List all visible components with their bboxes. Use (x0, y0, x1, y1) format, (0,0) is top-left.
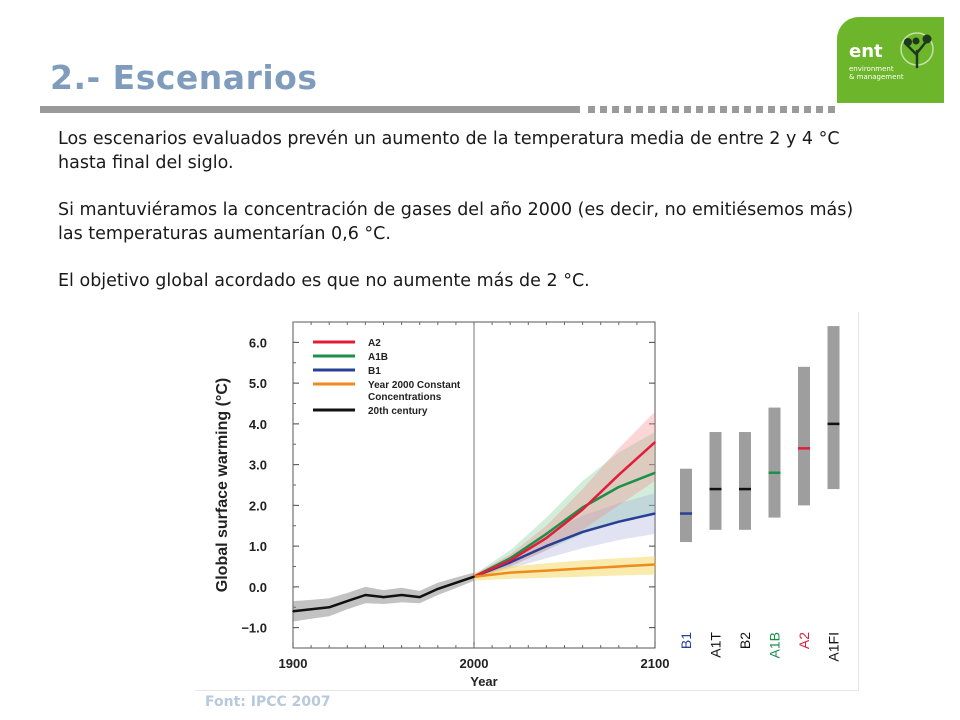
data-point (509, 571, 512, 574)
paragraph-constant-concentration: Si mantuviéramos la concentración de gas… (58, 200, 854, 244)
range-bar-label: A1FI (826, 632, 842, 662)
data-point (581, 531, 584, 533)
legend-label: B1 (368, 366, 381, 377)
y-tick-label: 4.0 (249, 417, 267, 432)
range-bar-label: A2 (796, 632, 812, 649)
data-point (437, 588, 439, 590)
logo-name: ent (849, 41, 883, 62)
data-point (618, 520, 620, 523)
legend-label: Year 2000 Constant (368, 380, 461, 391)
y-tick-label: −1.0 (241, 621, 267, 636)
data-point (654, 512, 656, 515)
legend-label: A2 (368, 338, 381, 349)
legend-label-continued: Concentrations (368, 392, 442, 403)
data-point (618, 486, 620, 488)
data-point (473, 575, 475, 578)
slide-title: 2.- Escenarios (50, 58, 318, 97)
y-tick-label: 6.0 (249, 335, 267, 350)
range-bar-a1t (709, 432, 722, 530)
range-bar-a1fi (827, 326, 840, 490)
data-point (418, 596, 421, 598)
data-point (545, 537, 548, 539)
series-line-b1 (473, 512, 656, 578)
data-point (545, 533, 548, 535)
data-point (509, 561, 512, 564)
title-underline (40, 106, 580, 113)
data-point (364, 594, 367, 596)
paragraph-scenarios: Los escenarios evaluados prevén un aumen… (58, 129, 840, 173)
warming-projection-chart: −1.0 0.0 1.0 2.0 3.0 4.0 5.0 6.0 1900 2000 2100 Yea… (214, 321, 842, 689)
y-tick-label: 2.0 (249, 498, 267, 513)
range-bar-label: B2 (737, 632, 753, 649)
data-point (400, 594, 403, 596)
legend-label: 20th century (368, 406, 428, 417)
range-bar-a1b (768, 407, 781, 518)
data-point (545, 569, 548, 572)
data-point (382, 596, 385, 598)
y-tick-label: 1.0 (249, 539, 267, 554)
range-bar-a2 (798, 366, 810, 506)
data-point (618, 565, 620, 568)
data-point (346, 600, 349, 602)
range-bar-label: A1B (767, 632, 783, 658)
data-point (581, 567, 584, 570)
data-point (545, 545, 548, 547)
company-logo: ent environment & management (837, 17, 944, 103)
title-dotted-underline (588, 106, 838, 113)
x-tick-label: 2100 (641, 656, 670, 671)
y-axis-label: Global surface warming (°C) (214, 378, 231, 592)
logo-tagline-line2: & management (849, 73, 904, 81)
x-axis-label: Year (470, 674, 497, 689)
y-tick-label: 3.0 (249, 458, 267, 473)
series-line-year-2000-constant (473, 563, 656, 578)
series-line-a2 (473, 441, 656, 578)
data-point (581, 508, 584, 511)
logo-tagline-line1: environment (849, 65, 894, 73)
range-bar-label: A1T (708, 632, 724, 658)
x-tick-label: 2000 (460, 656, 489, 671)
data-point (328, 606, 330, 609)
data-point (654, 471, 656, 474)
data-point (455, 582, 457, 584)
x-tick-label: 1900 (279, 656, 308, 671)
logo-tagline: environment & management (849, 65, 904, 81)
range-bar-b1 (680, 468, 692, 543)
y-tick-label: 0.0 (249, 580, 267, 595)
y-tick-label: 5.0 (249, 376, 267, 391)
data-point (292, 610, 294, 613)
tree-icon (900, 32, 934, 69)
figure-source: Font: IPCC 2007 (205, 694, 331, 710)
uncertainty-band-a1b (474, 432, 655, 579)
series-line-a1b (473, 471, 656, 578)
data-point (654, 563, 656, 566)
data-point (654, 441, 656, 444)
range-bar-label: B1 (678, 632, 694, 649)
range-bar-b2 (739, 432, 751, 530)
uncertainty-band-a2 (474, 411, 655, 579)
paragraph-global-target: El objetivo global acordado es que no au… (58, 271, 590, 291)
data-point (310, 608, 312, 611)
data-point (618, 474, 620, 476)
data-point (509, 559, 512, 562)
legend-label: A1B (368, 352, 388, 363)
